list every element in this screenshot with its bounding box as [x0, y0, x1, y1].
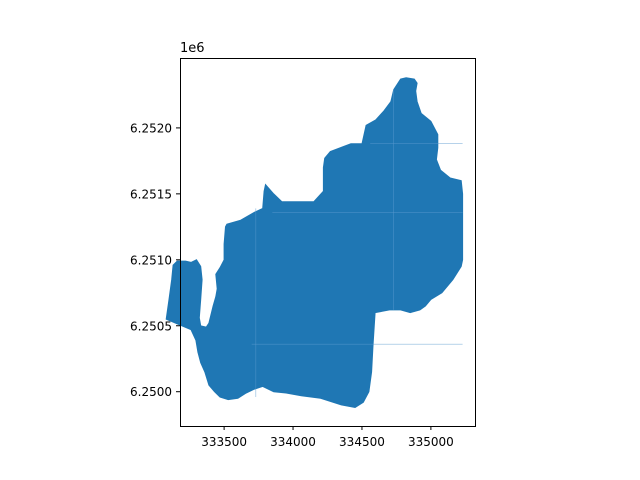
x-axis: 333500 334000 334500 335000 [201, 426, 454, 449]
y-offset-label: 1e6 [180, 41, 205, 56]
axes-frame [180, 58, 476, 427]
y-axis: 6.2500 6.2505 6.2510 6.2515 6.2520 [130, 121, 180, 399]
y-tick-label: 6.2500 [130, 385, 172, 399]
y-tick-label: 6.2515 [130, 187, 172, 201]
y-tick-label: 6.2505 [130, 319, 172, 333]
x-tick-label: 335000 [408, 435, 454, 449]
x-tick-label: 334000 [270, 435, 316, 449]
y-tick-label: 6.2520 [130, 121, 172, 135]
x-tick-label: 333500 [201, 435, 247, 449]
x-tick-label: 334500 [339, 435, 385, 449]
y-tick-label: 6.2510 [130, 253, 172, 267]
plot-area [165, 77, 464, 409]
area-polygon [165, 77, 464, 409]
